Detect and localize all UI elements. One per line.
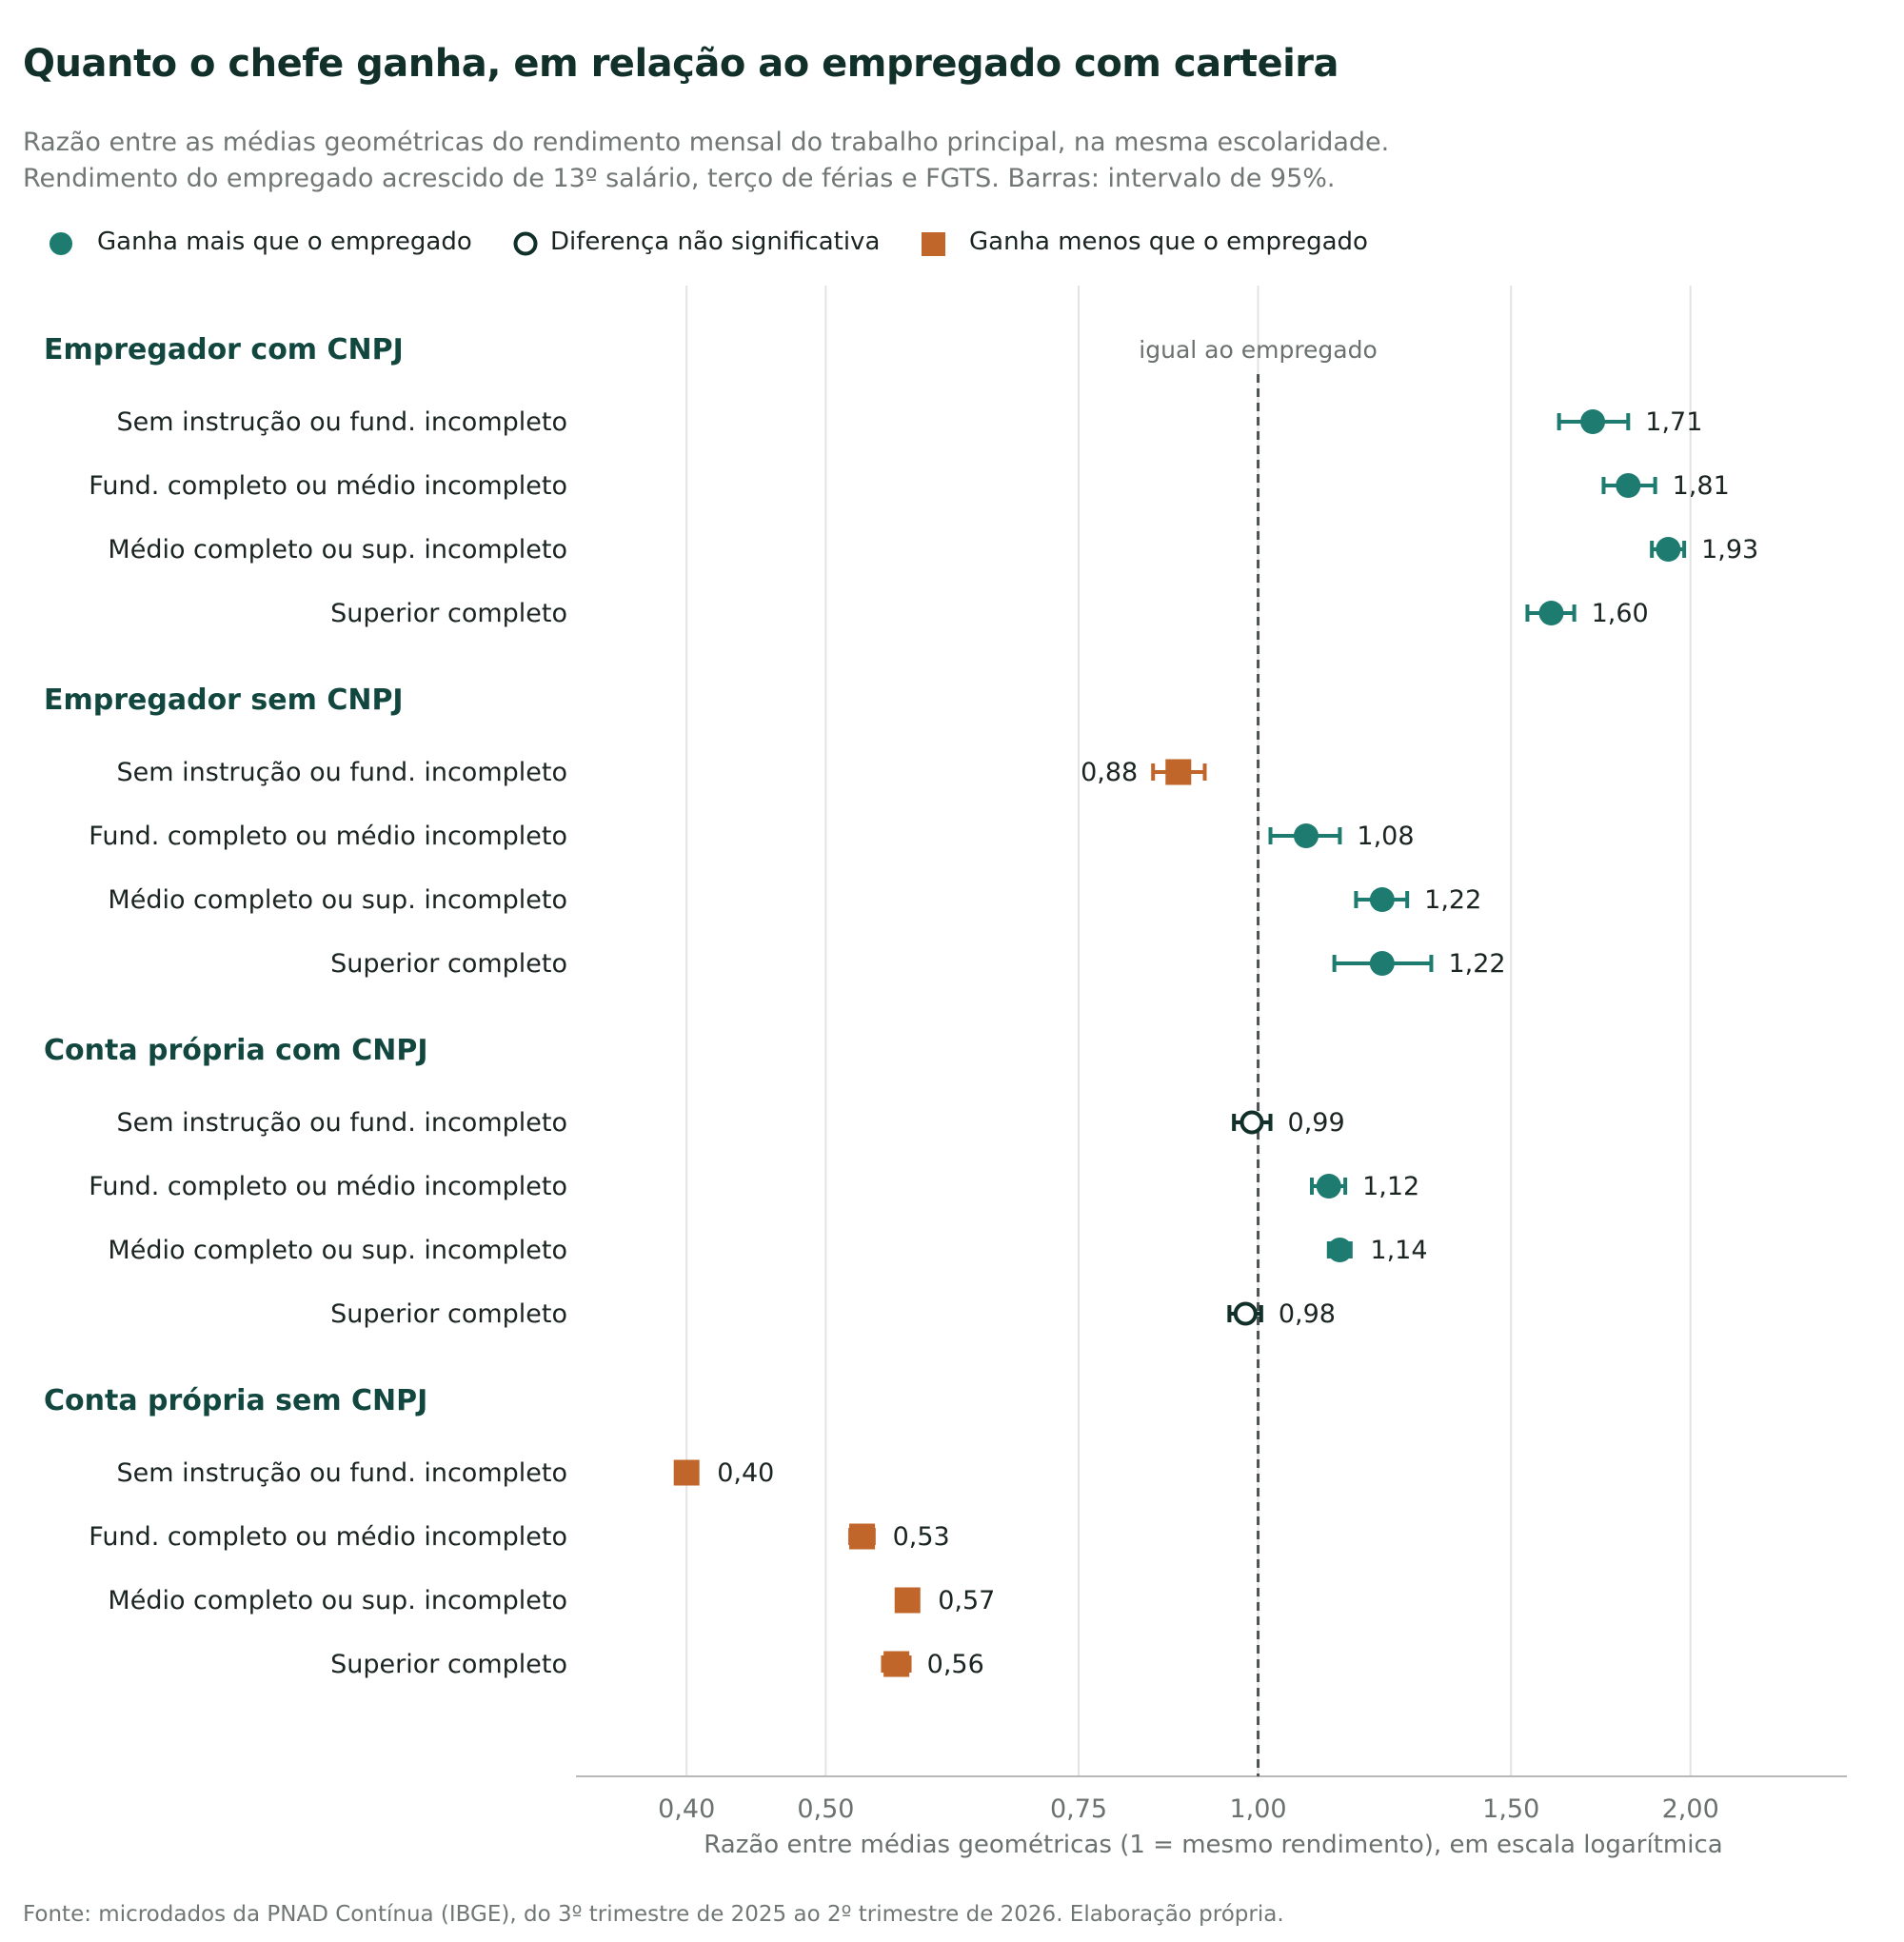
x-tick-label: 1,00 (1229, 1794, 1286, 1824)
data-label: 0,57 (938, 1586, 995, 1615)
row-label: Sem instrução ou fund. incompleto (117, 1458, 568, 1488)
square-icon (922, 232, 945, 256)
data-point (1233, 1301, 1258, 1326)
data-label: 0,40 (717, 1458, 774, 1488)
data-label: 1,22 (1424, 885, 1481, 915)
row-label: Sem instrução ou fund. incompleto (117, 407, 568, 437)
data-point (1369, 951, 1395, 976)
row-label: Fund. completo ou médio incompleto (89, 1172, 567, 1201)
data-label: 1,22 (1448, 949, 1505, 979)
row-label: Médio completo ou sup. incompleto (108, 1236, 567, 1265)
legend-label-not-significant: Diferença não significativa (550, 228, 881, 256)
filled-circle-icon (50, 232, 72, 255)
row-label: Fund. completo ou médio incompleto (89, 822, 567, 851)
group-label: Conta própria sem CNPJ (44, 1384, 427, 1417)
row-label: Superior completo (330, 949, 567, 979)
row-label: Sem instrução ou fund. incompleto (117, 1108, 568, 1138)
data-label: 1,81 (1673, 471, 1730, 501)
group-label: Empregador com CNPJ (44, 333, 404, 367)
data-label: 1,60 (1592, 599, 1649, 628)
data-label: 0,53 (893, 1522, 950, 1552)
data-point (849, 1523, 876, 1550)
data-label: 0,99 (1288, 1108, 1345, 1138)
row-label: Superior completo (330, 599, 567, 628)
data-point (1316, 1174, 1341, 1199)
data-label: 0,56 (927, 1650, 984, 1679)
legend-label-lower: Ganha menos que o empregado (969, 228, 1368, 256)
data-point (1293, 823, 1319, 848)
data-point (1580, 409, 1606, 434)
row-label: Superior completo (330, 1650, 567, 1679)
data-label: 1,71 (1645, 407, 1702, 437)
data-point (1327, 1238, 1353, 1262)
data-point (1165, 759, 1192, 785)
data-label: 1,08 (1357, 822, 1414, 851)
chart-title: Quanto o chefe ganha, em relação ao empr… (23, 42, 1339, 86)
group-label: Conta própria com CNPJ (44, 1034, 428, 1067)
data-point (1616, 473, 1641, 498)
hollow-circle-icon (513, 231, 538, 256)
chart-subtitle-line-1: Razão entre as médias geométricas do ren… (23, 128, 1390, 157)
data-point (1538, 601, 1564, 625)
data-label: 1,12 (1362, 1172, 1419, 1201)
x-tick-label: 0,75 (1050, 1794, 1107, 1824)
chart-subtitle-line-2: Rendimento do empregado acrescido de 13º… (23, 164, 1336, 193)
x-tick-label: 2,00 (1662, 1794, 1719, 1824)
data-point (1240, 1110, 1264, 1135)
chart-legend: Ganha mais que o empregado Diferença não… (48, 225, 1476, 263)
data-point (883, 1651, 910, 1677)
data-point (894, 1587, 921, 1614)
x-tick-label: 0,50 (797, 1794, 854, 1824)
source-note: Fonte: microdados da PNAD Contínua (IBGE… (23, 1902, 1284, 1927)
data-point (1369, 887, 1395, 912)
x-tick-label: 1,50 (1482, 1794, 1539, 1824)
data-label: 1,93 (1701, 535, 1758, 565)
row-label: Fund. completo ou médio incompleto (89, 471, 567, 501)
row-label: Fund. completo ou médio incompleto (89, 1522, 567, 1552)
legend-label-higher: Ganha mais que o empregado (97, 228, 472, 256)
data-label: 0,98 (1279, 1299, 1336, 1329)
data-label: 0,88 (1081, 758, 1138, 787)
row-label: Superior completo (330, 1299, 567, 1329)
row-label: Sem instrução ou fund. incompleto (117, 758, 568, 787)
x-axis-title: Razão entre médias geométricas (1 = mesm… (704, 1831, 1722, 1859)
row-label: Médio completo ou sup. incompleto (108, 1586, 567, 1615)
data-point (1656, 537, 1681, 562)
reference-line-label: igual ao empregado (1139, 336, 1378, 364)
group-label: Empregador sem CNPJ (44, 684, 404, 717)
row-label: Médio completo ou sup. incompleto (108, 535, 567, 565)
x-tick-label: 0,40 (658, 1794, 715, 1824)
data-label: 1,14 (1370, 1236, 1427, 1265)
data-point (673, 1459, 700, 1486)
row-label: Médio completo ou sup. incompleto (108, 885, 567, 915)
